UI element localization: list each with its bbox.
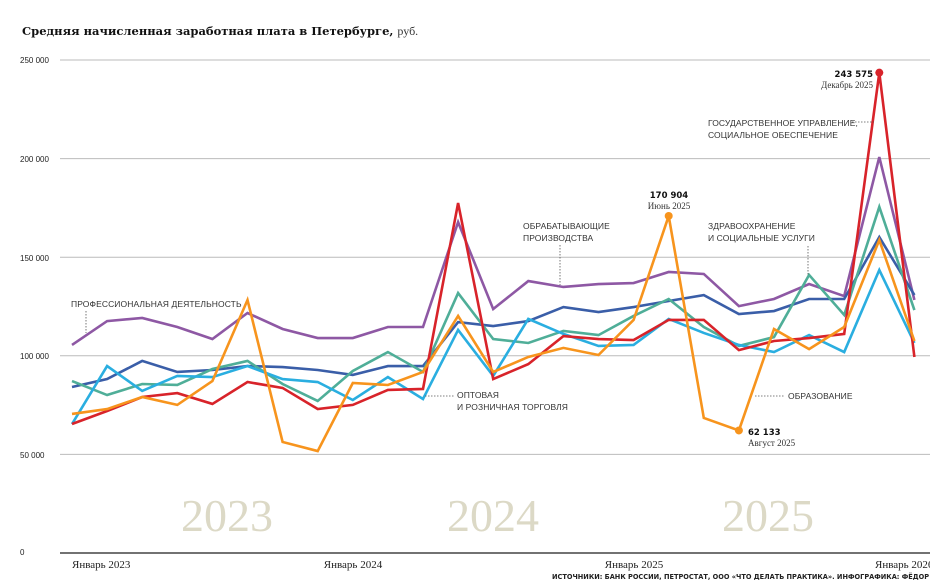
- y-tick-label: 100 000: [20, 352, 49, 361]
- source-note: ИСТОЧНИКИ: БАНК РОССИИ, ПЕТРОСТАТ, ООО «…: [552, 572, 930, 580]
- annotation-manufacturing: ОБРАБАТЫВАЮЩИЕ: [523, 221, 610, 231]
- highlight-point: [664, 211, 673, 220]
- annotation-government: СОЦИАЛЬНОЕ ОБЕСПЕЧЕНИЕ: [708, 130, 838, 140]
- series-line-4: [71, 72, 916, 426]
- year-watermarks: 2023 2024 2025: [181, 490, 814, 541]
- highlight-date: Июнь 2025: [648, 201, 691, 211]
- series-line-0: [71, 156, 916, 347]
- highlight-value: 243 575: [835, 70, 874, 80]
- y-tick-label: 250 000: [20, 56, 49, 65]
- highlight-point: [875, 68, 884, 77]
- highlight-point: [734, 426, 743, 435]
- y-tick-label: 50 000: [20, 451, 45, 460]
- y-tick-label: 200 000: [20, 155, 49, 164]
- annotation-government: ГОСУДАРСТВЕННОЕ УПРАВЛЕНИЕ,: [708, 118, 858, 128]
- highlight-value: 170 904: [650, 191, 689, 201]
- annotation-health: И СОЦИАЛЬНЫЕ УСЛУГИ: [708, 233, 815, 243]
- x-axis: Январь 2023 Январь 2024 Январь 2025 Янва…: [72, 559, 930, 571]
- annotation-professional: ПРОФЕССИОНАЛЬНАЯ ДЕЯТЕЛЬНОСТЬ: [71, 299, 242, 309]
- highlight-value: 62 133: [748, 428, 781, 438]
- highlight-markers: [664, 68, 884, 435]
- x-tick-label: Январь 2026: [875, 559, 930, 571]
- grid: [60, 59, 930, 554]
- series-lines: [70, 72, 916, 453]
- series-line-2: [71, 202, 916, 403]
- chart-title: Средняя начисленная заработная плата в П…: [22, 24, 418, 38]
- annotation-education: ОБРАЗОВАНИЕ: [788, 391, 853, 401]
- x-tick-label: Январь 2023: [72, 559, 131, 571]
- y-axis: 0 50 000 100 000 150 000 200 000 250 000: [20, 56, 49, 557]
- annotation-wholesale: И РОЗНИЧНАЯ ТОРГОВЛЯ: [457, 402, 568, 412]
- series-line-5: [71, 215, 916, 453]
- annotation-manufacturing: ПРОИЗВОДСТВА: [523, 233, 594, 243]
- annotation-wholesale: ОПТОВАЯ: [457, 390, 499, 400]
- x-tick-label: Январь 2024: [324, 559, 383, 571]
- year-watermark-2025: 2025: [722, 490, 814, 541]
- x-tick-label: Январь 2025: [605, 559, 664, 571]
- year-watermark-2024: 2024: [447, 490, 539, 541]
- annotation-health: ЗДРАВООХРАНЕНИЕ: [708, 221, 796, 231]
- annotations: ПРОФЕССИОНАЛЬНАЯ ДЕЯТЕЛЬНОСТЬ ОБРАБАТЫВА…: [71, 70, 874, 448]
- highlight-date: Декабрь 2025: [821, 80, 873, 90]
- highlight-date: Август 2025: [748, 438, 796, 448]
- year-watermark-2023: 2023: [181, 490, 273, 541]
- y-tick-label: 0: [20, 548, 25, 557]
- y-tick-label: 150 000: [20, 254, 49, 263]
